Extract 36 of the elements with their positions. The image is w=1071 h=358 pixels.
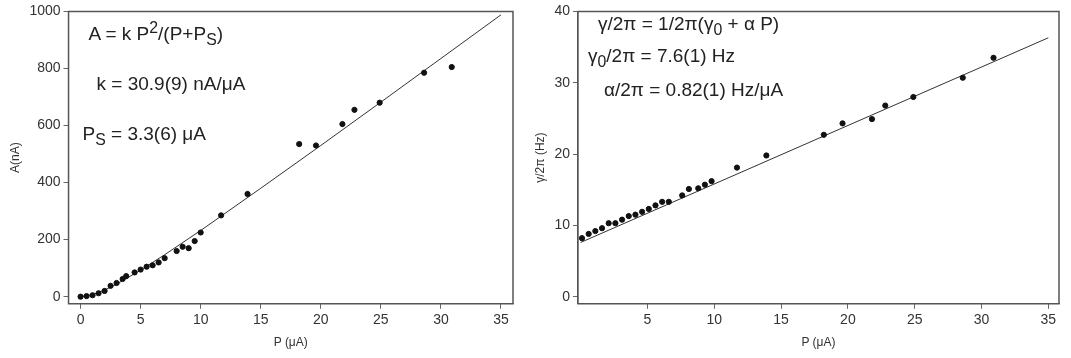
y-tick-label: 200 bbox=[37, 230, 61, 247]
annotation: P$_{S}$ = 3.3(6) μA bbox=[82, 123, 206, 150]
y-tick-label: 1000 bbox=[29, 2, 61, 19]
x-tick-label: 0 bbox=[76, 311, 85, 328]
x-tick-label: 30 bbox=[433, 311, 449, 328]
x-tick-label: 20 bbox=[840, 311, 856, 328]
y-tick-label: 0 bbox=[52, 287, 61, 304]
annotation: k = 30.9(9) nA/μA bbox=[96, 73, 246, 96]
annotation: γ$_{0}$/2π = 7.6(1) Hz bbox=[587, 45, 736, 72]
x-tick-label: 30 bbox=[973, 311, 990, 328]
y-tick-label: 30 bbox=[554, 73, 571, 90]
y-tick-label: 400 bbox=[37, 173, 61, 190]
y-axis-title: γ/2π (Hz) bbox=[532, 132, 547, 183]
y-tick-label: 20 bbox=[554, 144, 571, 161]
x-tick-label: 25 bbox=[906, 311, 923, 328]
x-tick-label: 25 bbox=[373, 311, 389, 328]
x-axis-title: P (μA) bbox=[801, 335, 836, 350]
x-tick-label: 35 bbox=[493, 311, 509, 328]
x-axis-title: P (μA) bbox=[273, 335, 308, 350]
y-tick-label: 0 bbox=[562, 287, 571, 304]
y-tick-label: 40 bbox=[554, 2, 571, 19]
x-tick-label: 10 bbox=[192, 311, 209, 328]
x-tick-label: 5 bbox=[136, 311, 145, 328]
y-axis-title: A(nA) bbox=[7, 142, 22, 173]
y-tick-label: 800 bbox=[37, 59, 61, 76]
x-tick-label: 5 bbox=[643, 311, 652, 328]
x-tick-label: 20 bbox=[313, 311, 329, 328]
annotation: γ/2π = 1/2π(γ$_{0}$ + α P) bbox=[597, 13, 780, 40]
x-tick-label: 35 bbox=[1040, 311, 1057, 328]
x-tick-label: 15 bbox=[252, 311, 269, 328]
x-tick-label: 10 bbox=[706, 311, 723, 328]
y-tick-label: 10 bbox=[554, 216, 571, 233]
x-tick-label: 15 bbox=[773, 311, 790, 328]
annotation: A = k P$^{2}$/(P+P$_{S}$) bbox=[88, 19, 224, 50]
y-tick-label: 600 bbox=[37, 116, 61, 133]
annotation: α/2π = 0.82(1) Hz/μA bbox=[603, 79, 784, 102]
